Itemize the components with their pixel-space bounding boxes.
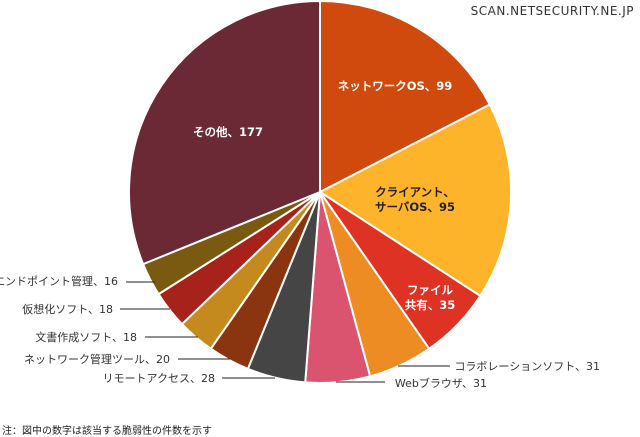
slice-label-9: エンドポイント管理、16 xyxy=(0,274,118,288)
slice-label-1: サーバOS、95 xyxy=(375,200,455,214)
source-label: SCAN.NETSECURITY.NE.JP xyxy=(470,4,634,18)
slice-label-1: クライアント、 xyxy=(375,185,455,199)
slice-label-4: Webブラウザ、31 xyxy=(395,376,487,390)
slice-label-2: 共有、35 xyxy=(405,298,456,312)
pie-slice-0 xyxy=(319,0,492,194)
slice-label-5: リモートアクセス、28 xyxy=(103,372,215,385)
slice-label-0: ネットワークOS、99 xyxy=(338,79,453,93)
slice-label-3: コラボレーションソフト、31 xyxy=(454,360,600,373)
slice-label-7: 文書作成ソフト、18 xyxy=(35,330,137,344)
slice-label-8: 仮想化ソフト、18 xyxy=(22,302,113,316)
slice-label-2: ファイル xyxy=(407,283,453,297)
pie-slice-1 xyxy=(318,103,512,298)
pie-slice-10 xyxy=(128,0,321,266)
slice-label-10: その他、177 xyxy=(193,125,263,139)
slice-label-6: ネットワーク管理ツール、20 xyxy=(24,352,170,366)
chart-note: 注：図中の数字は該当する脆弱性の件数を示す xyxy=(2,426,212,437)
